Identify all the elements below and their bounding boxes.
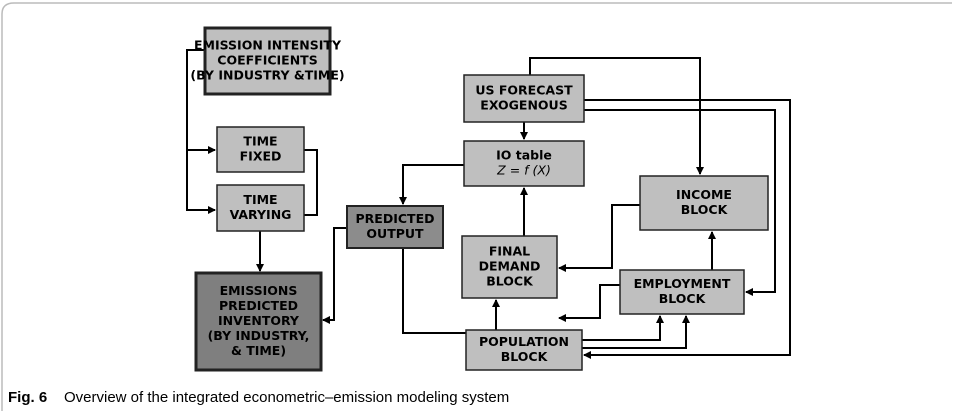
node-label: (BY INDUSTRY &TIME) (190, 68, 344, 83)
node-label: PREDICTED (356, 211, 435, 226)
node-label: Z = f (X) (496, 163, 551, 178)
node-label: DEMAND (479, 259, 541, 274)
frame (1, 2, 952, 411)
node-label: BLOCK (681, 202, 729, 217)
node-label: FINAL (489, 244, 530, 259)
node-box (203, 26, 332, 96)
node-label: FIXED (240, 149, 282, 164)
node-box (639, 175, 769, 231)
node-label: EMPLOYMENT (634, 276, 731, 291)
node-label: OUTPUT (366, 226, 424, 241)
node-box (194, 271, 323, 372)
node-label: (BY INDUSTRY, (208, 328, 310, 343)
caption-label: Fig. 6 (8, 389, 47, 406)
node-label: VARYING (230, 207, 292, 222)
node-label: BLOCK (501, 349, 549, 364)
node-label: & TIME) (231, 343, 286, 358)
node-label: INVENTORY (218, 313, 300, 328)
node-label: BLOCK (486, 274, 534, 289)
node-box (216, 126, 305, 173)
node-box (619, 269, 745, 315)
node-label: TIME (243, 192, 277, 207)
node-label: COEFFICIENTS (217, 53, 317, 68)
node-label: EMISSIONS (220, 283, 298, 298)
node-label: EMISSION INTENSITY (194, 38, 342, 53)
node-label: INCOME (676, 187, 732, 202)
node-label: PREDICTED (219, 298, 298, 313)
node-box (465, 329, 583, 371)
node-box (463, 140, 585, 187)
node-label: POPULATION (479, 334, 569, 349)
links (186, 49, 791, 359)
node-label: TIME (243, 134, 277, 149)
node-label: US FORECAST (475, 83, 573, 98)
node-box (216, 184, 305, 232)
caption-text: Overview of the integrated econometric–e… (64, 389, 509, 406)
node-label: IO table (496, 148, 552, 163)
node-box (463, 74, 585, 123)
node-box (346, 205, 444, 249)
node-label: EXOGENOUS (480, 98, 567, 113)
node-box (461, 235, 558, 299)
node-label: BLOCK (659, 291, 707, 306)
